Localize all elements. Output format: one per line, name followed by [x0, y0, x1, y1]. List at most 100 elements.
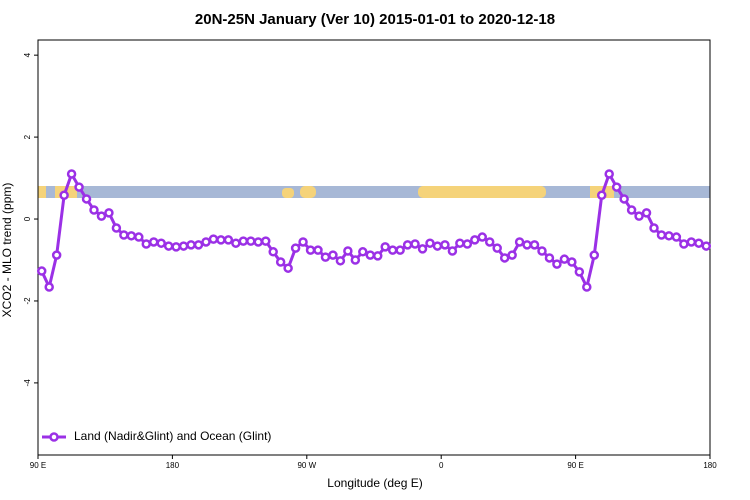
- data-point: [66, 169, 77, 179]
- data-point: [514, 237, 525, 247]
- data-point: [686, 237, 697, 247]
- data-point: [701, 241, 712, 251]
- data-point: [74, 182, 84, 192]
- data-point: [193, 240, 204, 250]
- data-point: [51, 250, 62, 260]
- data-point: [552, 259, 562, 269]
- data-point: [499, 253, 510, 263]
- data-point: [81, 194, 92, 204]
- data-point: [238, 236, 249, 246]
- data-point: [208, 234, 219, 244]
- legend-marker: [49, 432, 59, 442]
- data-point: [634, 211, 644, 221]
- data-point: [59, 190, 69, 201]
- data-point: [507, 250, 517, 260]
- data-point: [410, 239, 420, 249]
- data-point: [163, 241, 174, 251]
- y-tick-label: 4: [23, 52, 32, 57]
- data-point: [387, 245, 398, 255]
- data-point: [260, 236, 271, 246]
- data-point: [231, 238, 241, 248]
- data-point: [148, 237, 159, 247]
- data-point: [544, 253, 555, 263]
- data-point: [268, 247, 278, 257]
- data-point: [89, 205, 99, 215]
- data-point: [432, 241, 443, 251]
- legend-label: Land (Nadir&Glint) and Ocean (Glint): [74, 429, 271, 443]
- y-tick-label: 2: [23, 134, 32, 139]
- data-point: [492, 243, 502, 253]
- data-point: [178, 241, 189, 251]
- data-point: [119, 230, 129, 240]
- data-point: [290, 243, 301, 253]
- land-patch: [300, 186, 316, 198]
- data-point: [596, 190, 607, 201]
- data-point: [111, 223, 122, 233]
- data-point: [275, 257, 286, 267]
- data-point: [589, 250, 600, 260]
- y-axis-label: XCO2 - MLO trend (ppm): [0, 183, 14, 318]
- y-tick-label: 0: [23, 216, 32, 221]
- x-tick-label: 0: [439, 461, 444, 470]
- map-band: [38, 186, 710, 198]
- data-point: [559, 254, 570, 264]
- data-point: [104, 208, 114, 218]
- land-patch: [38, 186, 46, 198]
- data-point: [611, 182, 622, 192]
- data-point: [395, 245, 405, 255]
- data-point: [380, 242, 390, 252]
- data-point: [223, 235, 234, 245]
- data-point: [36, 266, 47, 276]
- x-axis-label: Longitude (deg E): [327, 476, 422, 490]
- data-point: [96, 211, 107, 221]
- data-point: [425, 238, 435, 248]
- data-point: [619, 194, 629, 204]
- data-point: [216, 235, 226, 245]
- data-point: [477, 232, 488, 242]
- data-point: [656, 230, 667, 240]
- land-patch: [282, 188, 294, 198]
- data-point: [201, 237, 211, 247]
- data-point: [372, 251, 383, 261]
- chart-title: 20N-25N January (Ver 10) 2015-01-01 to 2…: [195, 11, 555, 28]
- legend: Land (Nadir&Glint) and Ocean (Glint): [42, 429, 271, 443]
- data-point: [462, 239, 473, 249]
- data-point: [350, 255, 361, 265]
- data-point: [679, 239, 689, 249]
- y-tick-label: -2: [23, 297, 32, 305]
- data-point: [694, 238, 704, 248]
- x-tick-label: 180: [166, 461, 180, 470]
- data-point: [649, 223, 659, 233]
- data-point: [134, 232, 144, 242]
- data-point: [641, 208, 652, 218]
- data-point: [537, 246, 547, 256]
- data-point: [335, 256, 346, 266]
- data-point: [604, 169, 614, 179]
- data-point: [126, 231, 137, 241]
- data-point: [440, 240, 450, 250]
- data-point: [574, 267, 585, 277]
- x-tick-label: 90 E: [30, 461, 46, 470]
- data-point: [328, 250, 338, 260]
- data-point: [522, 240, 532, 250]
- data-point: [664, 231, 674, 241]
- data-point: [484, 237, 495, 247]
- x-tick-label: 90 W: [297, 461, 316, 470]
- data-point: [582, 282, 592, 292]
- data-point: [567, 257, 577, 267]
- data-point: [447, 246, 458, 256]
- data-point: [283, 263, 293, 273]
- data-point: [365, 250, 376, 260]
- x-tick-label: 90 E: [567, 461, 583, 470]
- data-point: [141, 239, 152, 249]
- data-point: [402, 240, 413, 250]
- data-point: [305, 245, 316, 255]
- y-tick-label: -4: [23, 379, 32, 387]
- land-patch: [418, 186, 546, 198]
- data-point: [343, 246, 353, 256]
- data-point: [470, 235, 480, 245]
- x-tick-label: 180: [703, 461, 717, 470]
- data-point: [44, 282, 54, 292]
- data-point: [171, 242, 181, 252]
